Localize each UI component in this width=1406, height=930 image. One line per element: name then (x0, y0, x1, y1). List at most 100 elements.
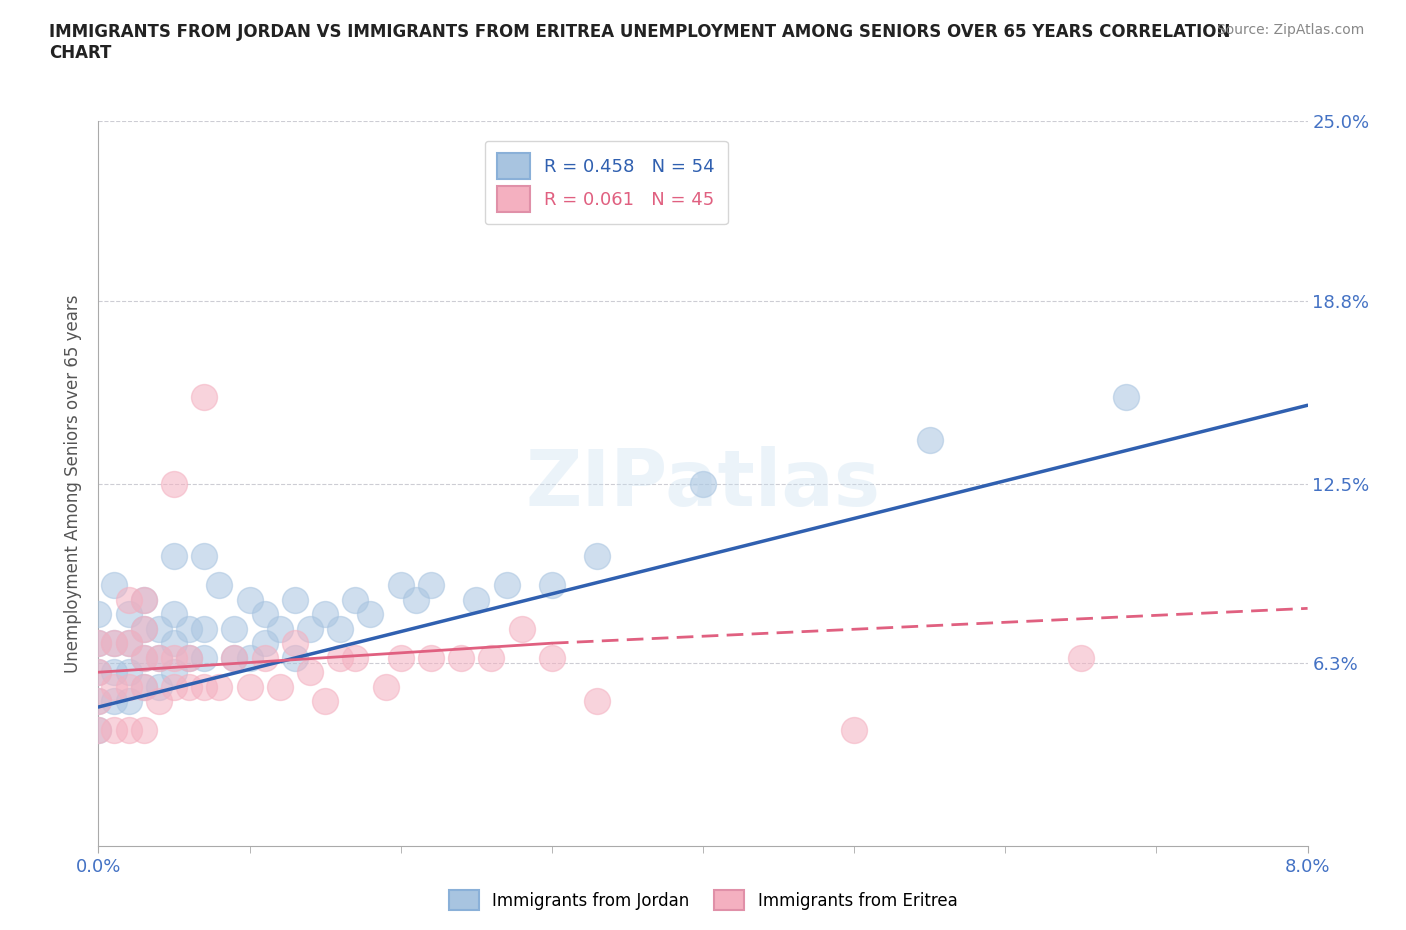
Point (193, 679, 215, 694)
Point (87, 723, 110, 737)
Point (87, 723, 110, 737)
Legend: Immigrants from Jordan, Immigrants from Eritrea: Immigrants from Jordan, Immigrants from … (441, 884, 965, 917)
Text: Source: ZipAtlas.com: Source: ZipAtlas.com (1216, 23, 1364, 37)
Point (193, 549, 215, 564)
Point (1070, 650, 1092, 665)
Point (132, 679, 155, 694)
Point (118, 723, 141, 737)
Point (208, 679, 231, 694)
Point (118, 592, 141, 607)
Point (239, 592, 262, 607)
Point (495, 578, 517, 592)
Point (132, 650, 155, 665)
Point (179, 621, 201, 636)
Point (132, 621, 155, 636)
Point (163, 636, 186, 651)
Point (179, 650, 201, 665)
Point (87, 694, 110, 709)
Point (239, 679, 262, 694)
Point (344, 650, 367, 665)
Point (148, 694, 170, 709)
Point (148, 679, 170, 694)
Point (299, 621, 322, 636)
Point (103, 694, 125, 709)
Point (269, 679, 291, 694)
Point (374, 679, 396, 694)
Point (224, 621, 246, 636)
Point (540, 650, 562, 665)
Point (87, 665, 110, 680)
Point (118, 636, 141, 651)
Point (208, 578, 231, 592)
Point (420, 578, 443, 592)
Point (692, 476, 714, 491)
Point (163, 665, 186, 680)
Point (269, 621, 291, 636)
Point (299, 665, 322, 680)
Point (224, 650, 246, 665)
Point (87, 636, 110, 651)
Point (510, 621, 533, 636)
Point (87, 606, 110, 621)
Point (163, 606, 186, 621)
Point (132, 650, 155, 665)
Point (179, 650, 201, 665)
Point (132, 592, 155, 607)
Point (103, 665, 125, 680)
Point (540, 578, 562, 592)
Point (389, 650, 412, 665)
Point (284, 650, 307, 665)
Point (132, 621, 155, 636)
Point (314, 694, 336, 709)
Point (148, 621, 170, 636)
Point (405, 592, 427, 607)
Y-axis label: Unemployment Among Seniors over 65 years: Unemployment Among Seniors over 65 years (65, 295, 83, 672)
Point (193, 389, 215, 404)
Point (118, 665, 141, 680)
Point (420, 650, 443, 665)
Point (389, 578, 412, 592)
Point (87, 694, 110, 709)
Point (586, 549, 609, 564)
Point (118, 636, 141, 651)
Point (103, 636, 125, 651)
Point (450, 650, 472, 665)
Point (163, 549, 186, 564)
Point (253, 606, 276, 621)
Point (87, 665, 110, 680)
Point (163, 650, 186, 665)
Point (586, 694, 609, 709)
Point (148, 650, 170, 665)
Point (132, 679, 155, 694)
Point (163, 679, 186, 694)
Point (179, 679, 201, 694)
Point (193, 650, 215, 665)
Point (329, 650, 352, 665)
Point (284, 636, 307, 651)
Point (118, 694, 141, 709)
Point (465, 592, 488, 607)
Point (253, 636, 276, 651)
Point (118, 679, 141, 694)
Point (118, 606, 141, 621)
Point (132, 723, 155, 737)
Point (284, 592, 307, 607)
Point (163, 476, 186, 491)
Point (103, 636, 125, 651)
Point (844, 723, 866, 737)
Point (193, 621, 215, 636)
Point (918, 432, 941, 447)
Point (1115, 389, 1137, 404)
Point (103, 578, 125, 592)
Text: IMMIGRANTS FROM JORDAN VS IMMIGRANTS FROM ERITREA UNEMPLOYMENT AMONG SENIORS OVE: IMMIGRANTS FROM JORDAN VS IMMIGRANTS FRO… (49, 23, 1230, 62)
Point (360, 606, 382, 621)
Point (253, 650, 276, 665)
Point (103, 679, 125, 694)
Point (481, 650, 503, 665)
Point (132, 592, 155, 607)
Point (103, 723, 125, 737)
Point (314, 606, 336, 621)
Point (329, 621, 352, 636)
Text: ZIPatlas: ZIPatlas (526, 445, 880, 522)
Point (224, 650, 246, 665)
